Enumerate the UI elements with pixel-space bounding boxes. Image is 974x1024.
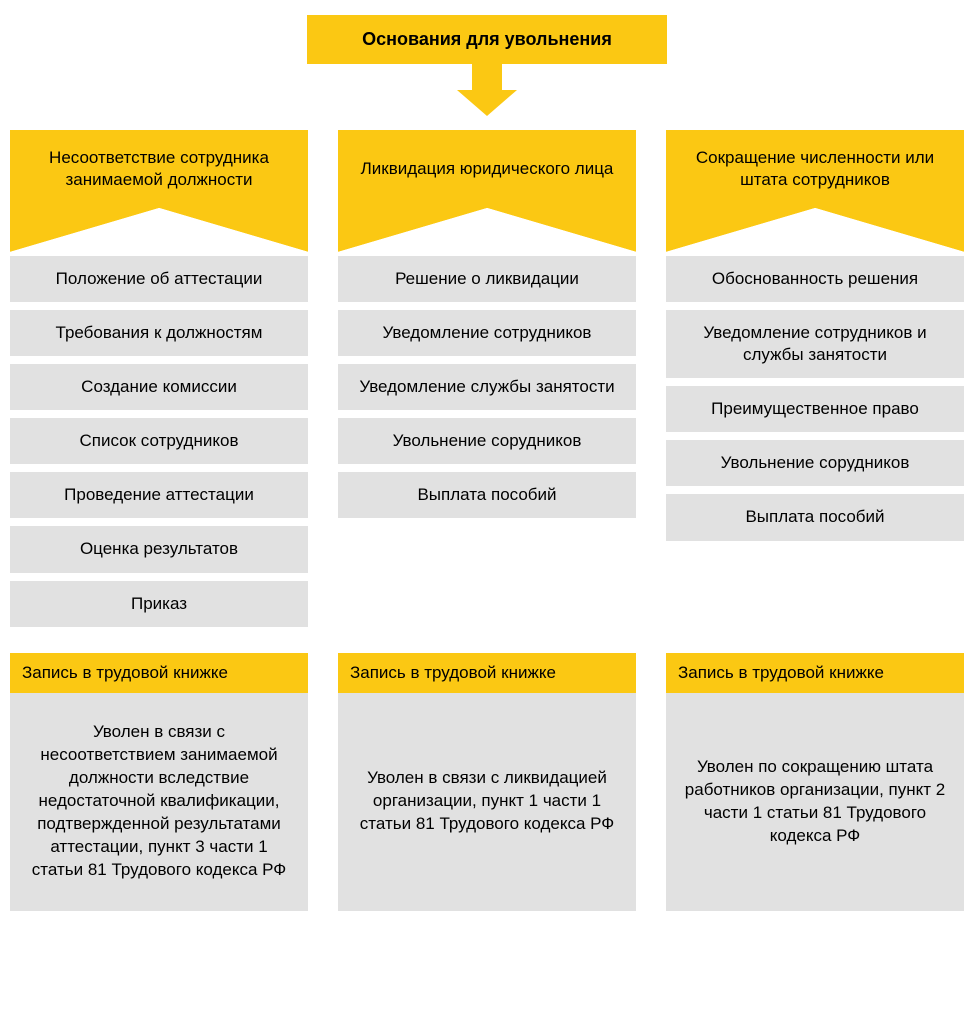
list-item: Уведомление сотрудников	[338, 310, 636, 356]
item-label: Уведомление сотрудников	[383, 322, 592, 344]
column-0: Несоответствие сотрудника занимаемой дол…	[10, 130, 308, 911]
column-2: Сокращение численности или штата сотрудн…	[666, 130, 964, 911]
item-label: Увольнение сорудников	[721, 452, 910, 474]
category-box-2: Сокращение численности или штата сотрудн…	[666, 130, 964, 208]
list-item: Обоснованность решения	[666, 256, 964, 302]
item-label: Список сотрудников	[80, 430, 239, 452]
item-label: Решение о ликвидации	[395, 268, 579, 290]
footer-head-label: Запись в трудовой книжке	[678, 663, 884, 682]
list-item: Оценка результатов	[10, 526, 308, 572]
category-title: Ликвидация юридического лица	[361, 158, 614, 180]
item-label: Выплата пособий	[417, 484, 556, 506]
footer-body: Уволен по сокращению штата работников ор…	[666, 693, 964, 911]
items-list-1: Решение о ликвидации Уведомление сотрудн…	[338, 256, 636, 518]
items-list-0: Положение об аттестации Требования к дол…	[10, 256, 308, 627]
category-title: Сокращение численности или штата сотрудн…	[678, 147, 952, 191]
footer-block-2: Запись в трудовой книжке Уволен по сокра…	[666, 627, 964, 911]
root-arrow-head	[457, 90, 517, 116]
list-item: Преимущественное право	[666, 386, 964, 432]
item-label: Выплата пособий	[745, 506, 884, 528]
list-item: Создание комиссии	[10, 364, 308, 410]
item-label: Создание комиссии	[81, 376, 237, 398]
category-arrow-2	[666, 208, 964, 252]
footer-head-label: Запись в трудовой книжке	[22, 663, 228, 682]
footer-body-text: Уволен в связи с несоответствием занимае…	[24, 721, 294, 882]
footer-body-text: Уволен по сокращению штата работников ор…	[680, 756, 950, 848]
root-title-box: Основания для увольнения	[307, 15, 667, 64]
footer-block-1: Запись в трудовой книжке Уволен в связи …	[338, 627, 636, 911]
item-label: Увольнение сорудников	[393, 430, 582, 452]
list-item: Выплата пособий	[338, 472, 636, 518]
root-title: Основания для увольнения	[362, 29, 612, 49]
list-item: Уведомление службы занятости	[338, 364, 636, 410]
footer-block-0: Запись в трудовой книжке Уволен в связи …	[10, 653, 308, 911]
category-title: Несоответствие сотрудника занимаемой дол…	[22, 147, 296, 191]
item-label: Положение об аттестации	[56, 268, 263, 290]
item-label: Приказ	[131, 593, 187, 615]
footer-body: Уволен в связи с ликвидацией организации…	[338, 693, 636, 911]
item-label: Обоснованность решения	[712, 268, 918, 290]
category-arrow-1	[338, 208, 636, 252]
footer-head: Запись в трудовой книжке	[666, 653, 964, 693]
footer-body-text: Уволен в связи с ликвидацией организации…	[352, 767, 622, 836]
list-item: Увольнение сорудников	[338, 418, 636, 464]
category-arrow-0	[10, 208, 308, 252]
items-list-2: Обоснованность решения Уведомление сотру…	[666, 256, 964, 541]
columns-container: Несоответствие сотрудника занимаемой дол…	[10, 130, 964, 911]
list-item: Уведомление сотрудников и службы занятос…	[666, 310, 964, 378]
list-item: Положение об аттестации	[10, 256, 308, 302]
item-label: Уведомление сотрудников и службы занятос…	[676, 322, 954, 366]
list-item: Требования к должностям	[10, 310, 308, 356]
item-label: Требования к должностям	[56, 322, 263, 344]
footer-head: Запись в трудовой книжке	[338, 653, 636, 693]
footer-body: Уволен в связи с несоответствием занимае…	[10, 693, 308, 911]
list-item: Увольнение сорудников	[666, 440, 964, 486]
root-arrow-stem	[472, 64, 502, 90]
list-item: Приказ	[10, 581, 308, 627]
column-1: Ликвидация юридического лица Решение о л…	[338, 130, 636, 911]
category-box-0: Несоответствие сотрудника занимаемой дол…	[10, 130, 308, 208]
list-item: Проведение аттестации	[10, 472, 308, 518]
item-label: Уведомление службы занятости	[359, 376, 614, 398]
footer-head-label: Запись в трудовой книжке	[350, 663, 556, 682]
item-label: Оценка результатов	[80, 538, 238, 560]
item-label: Преимущественное право	[711, 398, 919, 420]
list-item: Решение о ликвидации	[338, 256, 636, 302]
item-label: Проведение аттестации	[64, 484, 254, 506]
footer-head: Запись в трудовой книжке	[10, 653, 308, 693]
list-item: Список сотрудников	[10, 418, 308, 464]
list-item: Выплата пособий	[666, 494, 964, 540]
category-box-1: Ликвидация юридического лица	[338, 130, 636, 208]
